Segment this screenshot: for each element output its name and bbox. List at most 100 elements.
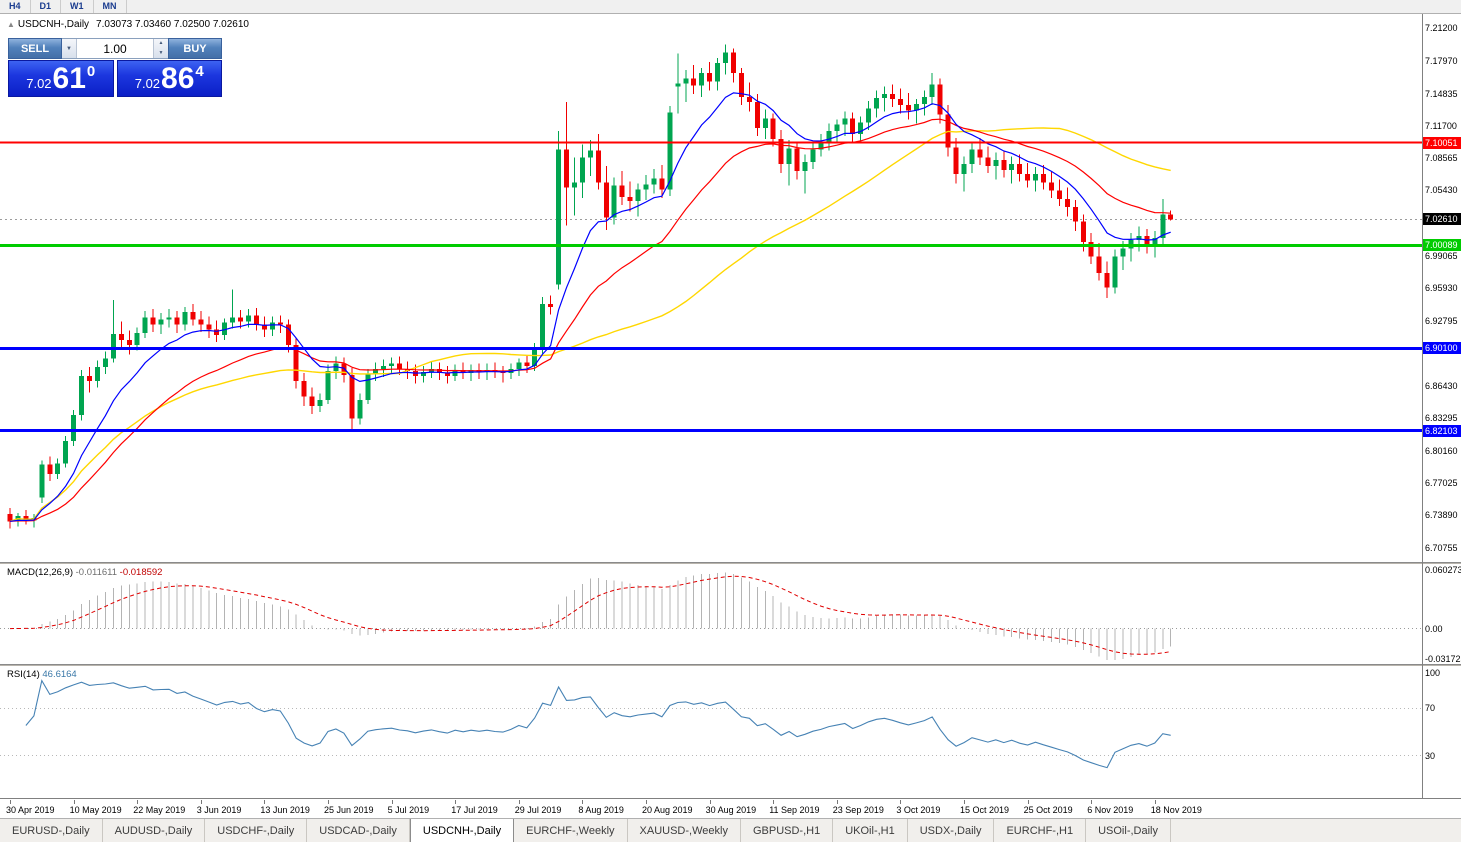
- timeframe-button-h4[interactable]: H4: [0, 0, 31, 13]
- rsi-axis-label: 70: [1425, 703, 1436, 714]
- rsi-name: RSI(14): [7, 669, 40, 680]
- chart-tab-audusd-daily[interactable]: AUDUSD-,Daily: [103, 819, 206, 842]
- sell-price[interactable]: 7.02 61 0: [8, 60, 114, 97]
- date-tick: [455, 800, 457, 804]
- date-tick: [646, 800, 647, 804]
- price-axis-label: 6.73890: [1425, 510, 1458, 521]
- chart-tab-usdcnh-daily[interactable]: USDCNH-,Daily: [409, 819, 515, 842]
- chart-tab-eurchf-weekly[interactable]: EURCHF-,Weekly: [514, 819, 628, 842]
- date-axis-label: 11 Sep 2019: [769, 805, 820, 815]
- pane-splitter[interactable]: [0, 664, 1461, 666]
- chart-tab-usdx-daily[interactable]: USDX-,Daily: [908, 819, 995, 842]
- buy-price-pips: 86: [161, 61, 195, 95]
- date-axis-label: 10 May 2019: [69, 805, 122, 815]
- volume-dropdown-icon[interactable]: ▼: [62, 39, 77, 58]
- date-tick: [518, 800, 520, 804]
- buy-price[interactable]: 7.02 86 4: [116, 60, 222, 97]
- one-click-collapse-icon[interactable]: ▲: [7, 20, 15, 29]
- spin-up-icon[interactable]: ▲: [158, 40, 164, 46]
- chart-symbol-label: USDCNH-,Daily: [17, 19, 90, 30]
- price-axis-label: 7.21200: [1425, 22, 1458, 33]
- macd-label: MACD(12,26,9) -0.011611 -0.018592: [7, 567, 162, 578]
- date-tick: [964, 800, 965, 804]
- price-axis-label: 7.14835: [1425, 88, 1458, 99]
- timeframe-button-w1[interactable]: W1: [61, 0, 94, 13]
- volume-value[interactable]: 1.00: [103, 41, 127, 56]
- price-axis[interactable]: 7.21200 7.17970 7.14835 7.11700 7.08565 7.054…: [1423, 14, 1461, 562]
- macd-chart[interactable]: [0, 564, 1422, 664]
- date-axis-label: 30 Apr 2019: [6, 805, 55, 815]
- sell-price-point: 0: [86, 63, 96, 80]
- rsi-axis-label: 100: [1425, 668, 1441, 679]
- rsi-axis[interactable]: 100 70 30: [1423, 666, 1461, 798]
- date-axis-label: 8 Aug 2019: [578, 805, 624, 815]
- chart-area: ▲ USDCNH-,Daily 7.03073 7.03460 7.02500 7.…: [0, 14, 1461, 818]
- rsi-value: 46.6164: [42, 669, 77, 680]
- price-axis-label: 6.83295: [1425, 413, 1458, 424]
- date-tick: [73, 800, 75, 804]
- date-axis-label: 15 Oct 2019: [960, 805, 1010, 815]
- spin-down-icon[interactable]: ▼: [158, 49, 164, 56]
- date-axis-label: 5 Jul 2019: [387, 805, 430, 815]
- date-axis-label: 30 Aug 2019: [705, 805, 757, 815]
- pane-splitter[interactable]: [0, 562, 1461, 564]
- price-axis-label: 7.11700: [1425, 120, 1457, 131]
- chart-tab-eurusd-daily[interactable]: EURUSD-,Daily: [0, 819, 103, 842]
- level-price-tag: 6.82103: [1423, 424, 1461, 437]
- price-axis-label: 7.08565: [1425, 153, 1458, 164]
- macd-axis-label: -0.031723: [1425, 654, 1461, 665]
- buy-button[interactable]: BUY: [168, 38, 222, 59]
- chart-title: ▲ USDCNH-,Daily 7.03073 7.03460 7.02500 7.…: [7, 19, 249, 30]
- price-axis-label: 6.77025: [1425, 477, 1458, 488]
- chart-tab-gbpusd-h1[interactable]: GBPUSD-,H1: [741, 819, 834, 842]
- date-axis-label: 13 Jun 2019: [260, 805, 310, 815]
- macd-pane[interactable]: MACD(12,26,9) -0.011611 -0.018592: [0, 564, 1422, 664]
- timeframe-toolbar: H4 D1 W1 MN: [0, 0, 1461, 14]
- timeframe-button-d1[interactable]: D1: [31, 0, 62, 13]
- candlestick-chart[interactable]: [0, 14, 1422, 562]
- date-axis-label: 3 Oct 2019: [896, 805, 941, 815]
- chart-tab-usdcad-daily[interactable]: USDCAD-,Daily: [307, 819, 410, 842]
- price-axis-label: 6.92795: [1425, 315, 1458, 326]
- price-axis-label: 6.70755: [1425, 542, 1458, 553]
- sell-price-pips: 61: [52, 61, 86, 95]
- chart-tabs-bar: EURUSD-,Daily AUDUSD-,Daily USDCHF-,Daily U…: [0, 818, 1461, 842]
- macd-axis-label: 0.060273: [1425, 565, 1461, 575]
- date-tick: [137, 800, 139, 804]
- sell-button[interactable]: SELL: [8, 38, 62, 59]
- date-axis-label: 22 May 2019: [133, 805, 186, 815]
- date-tick: [709, 800, 711, 804]
- date-tick: [328, 800, 329, 804]
- date-tick: [1091, 800, 1093, 804]
- date-axis-label: 6 Nov 2019: [1087, 805, 1134, 815]
- buy-price-point: 4: [195, 63, 204, 80]
- date-tick: [582, 800, 584, 804]
- macd-axis-label: 0.00: [1425, 623, 1443, 634]
- chart-tab-usdchf-daily[interactable]: USDCHF-,Daily: [205, 819, 308, 842]
- rsi-pane[interactable]: RSI(14) 46.6164: [0, 666, 1422, 798]
- volume-control[interactable]: ▼ 1.00 ▲ ▼: [62, 38, 168, 59]
- macd-axis[interactable]: 0.060273 0.00 -0.031723: [1423, 564, 1461, 664]
- date-axis-label: 23 Sep 2019: [832, 805, 884, 815]
- date-tick: [836, 800, 838, 804]
- chart-tab-usoil-daily[interactable]: USOil-,Daily: [1086, 819, 1171, 842]
- chart-tab-xauusd-weekly[interactable]: XAUUSD-,Weekly: [628, 819, 741, 842]
- volume-spinner[interactable]: ▲ ▼: [153, 39, 168, 58]
- rsi-chart[interactable]: [0, 666, 1422, 798]
- time-axis[interactable]: 30 Apr 2019 10 May 2019 22 May 2019 3 Jun 2…: [0, 798, 1461, 818]
- date-axis-label: 29 Jul 2019: [514, 805, 562, 815]
- chart-tab-ukoil-h1[interactable]: UKOil-,H1: [833, 819, 908, 842]
- chart-tab-eurchf-h1[interactable]: EURCHF-,H1: [994, 819, 1087, 842]
- date-tick: [391, 800, 393, 804]
- date-axis-label: 25 Jun 2019: [324, 805, 374, 815]
- price-axis-label: 6.99065: [1425, 250, 1458, 261]
- price-axis-label: 6.86430: [1425, 381, 1458, 392]
- date-tick: [1154, 800, 1156, 804]
- date-tick: [773, 800, 775, 804]
- date-axis-label: 20 Aug 2019: [642, 805, 693, 815]
- timeframe-button-mn[interactable]: MN: [94, 0, 127, 13]
- price-chart-pane[interactable]: ▲ USDCNH-,Daily 7.03073 7.03460 7.02500 7.…: [0, 14, 1422, 562]
- date-tick: [200, 800, 202, 804]
- date-tick: [900, 800, 902, 804]
